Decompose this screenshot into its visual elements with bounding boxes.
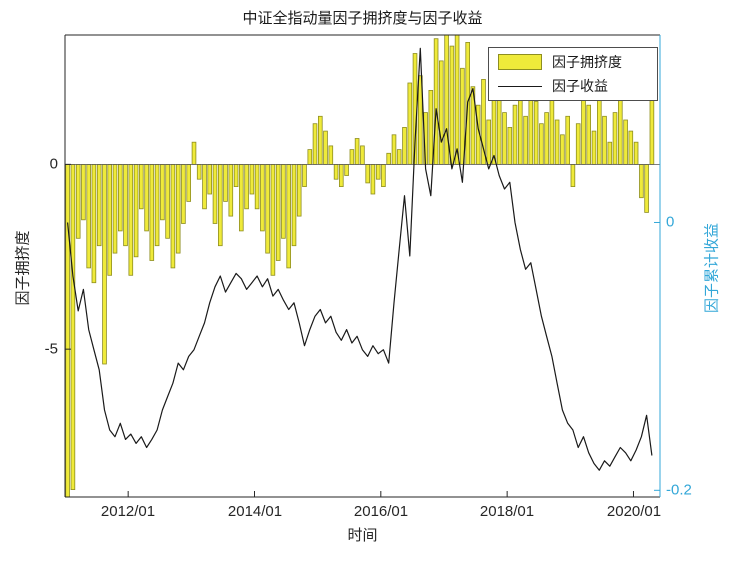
legend-line-swatch <box>498 85 542 87</box>
left-tick-0: 0 <box>49 155 58 173</box>
legend-bar-swatch <box>498 54 542 70</box>
x-tick-2012: 2012/01 <box>100 503 156 520</box>
legend-label-crowding: 因子拥挤度 <box>552 54 622 70</box>
left-tick-neg5: -5 <box>44 340 58 358</box>
legend: 因子拥挤度 因子收益 <box>488 47 658 101</box>
right-axis-label: 因子累计收益 <box>703 222 721 314</box>
right-tick-0: 0 <box>666 213 675 231</box>
legend-label-return: 因子收益 <box>552 78 608 94</box>
legend-entry-crowding: 因子拥挤度 <box>489 52 657 72</box>
left-axis-label: 因子拥挤度 <box>14 230 32 306</box>
x-tick-2018: 2018/01 <box>479 503 535 520</box>
right-tick-neg02: -0.2 <box>666 481 692 499</box>
x-axis-label: 时间 <box>347 527 378 544</box>
x-tick-2014: 2014/01 <box>227 503 283 520</box>
x-tick-2016: 2016/01 <box>353 503 409 520</box>
legend-entry-return: 因子收益 <box>489 76 657 96</box>
chart-title: 中证全指动量因子拥挤度与因子收益 <box>242 10 483 27</box>
x-tick-2020: 2020/01 <box>606 503 662 520</box>
